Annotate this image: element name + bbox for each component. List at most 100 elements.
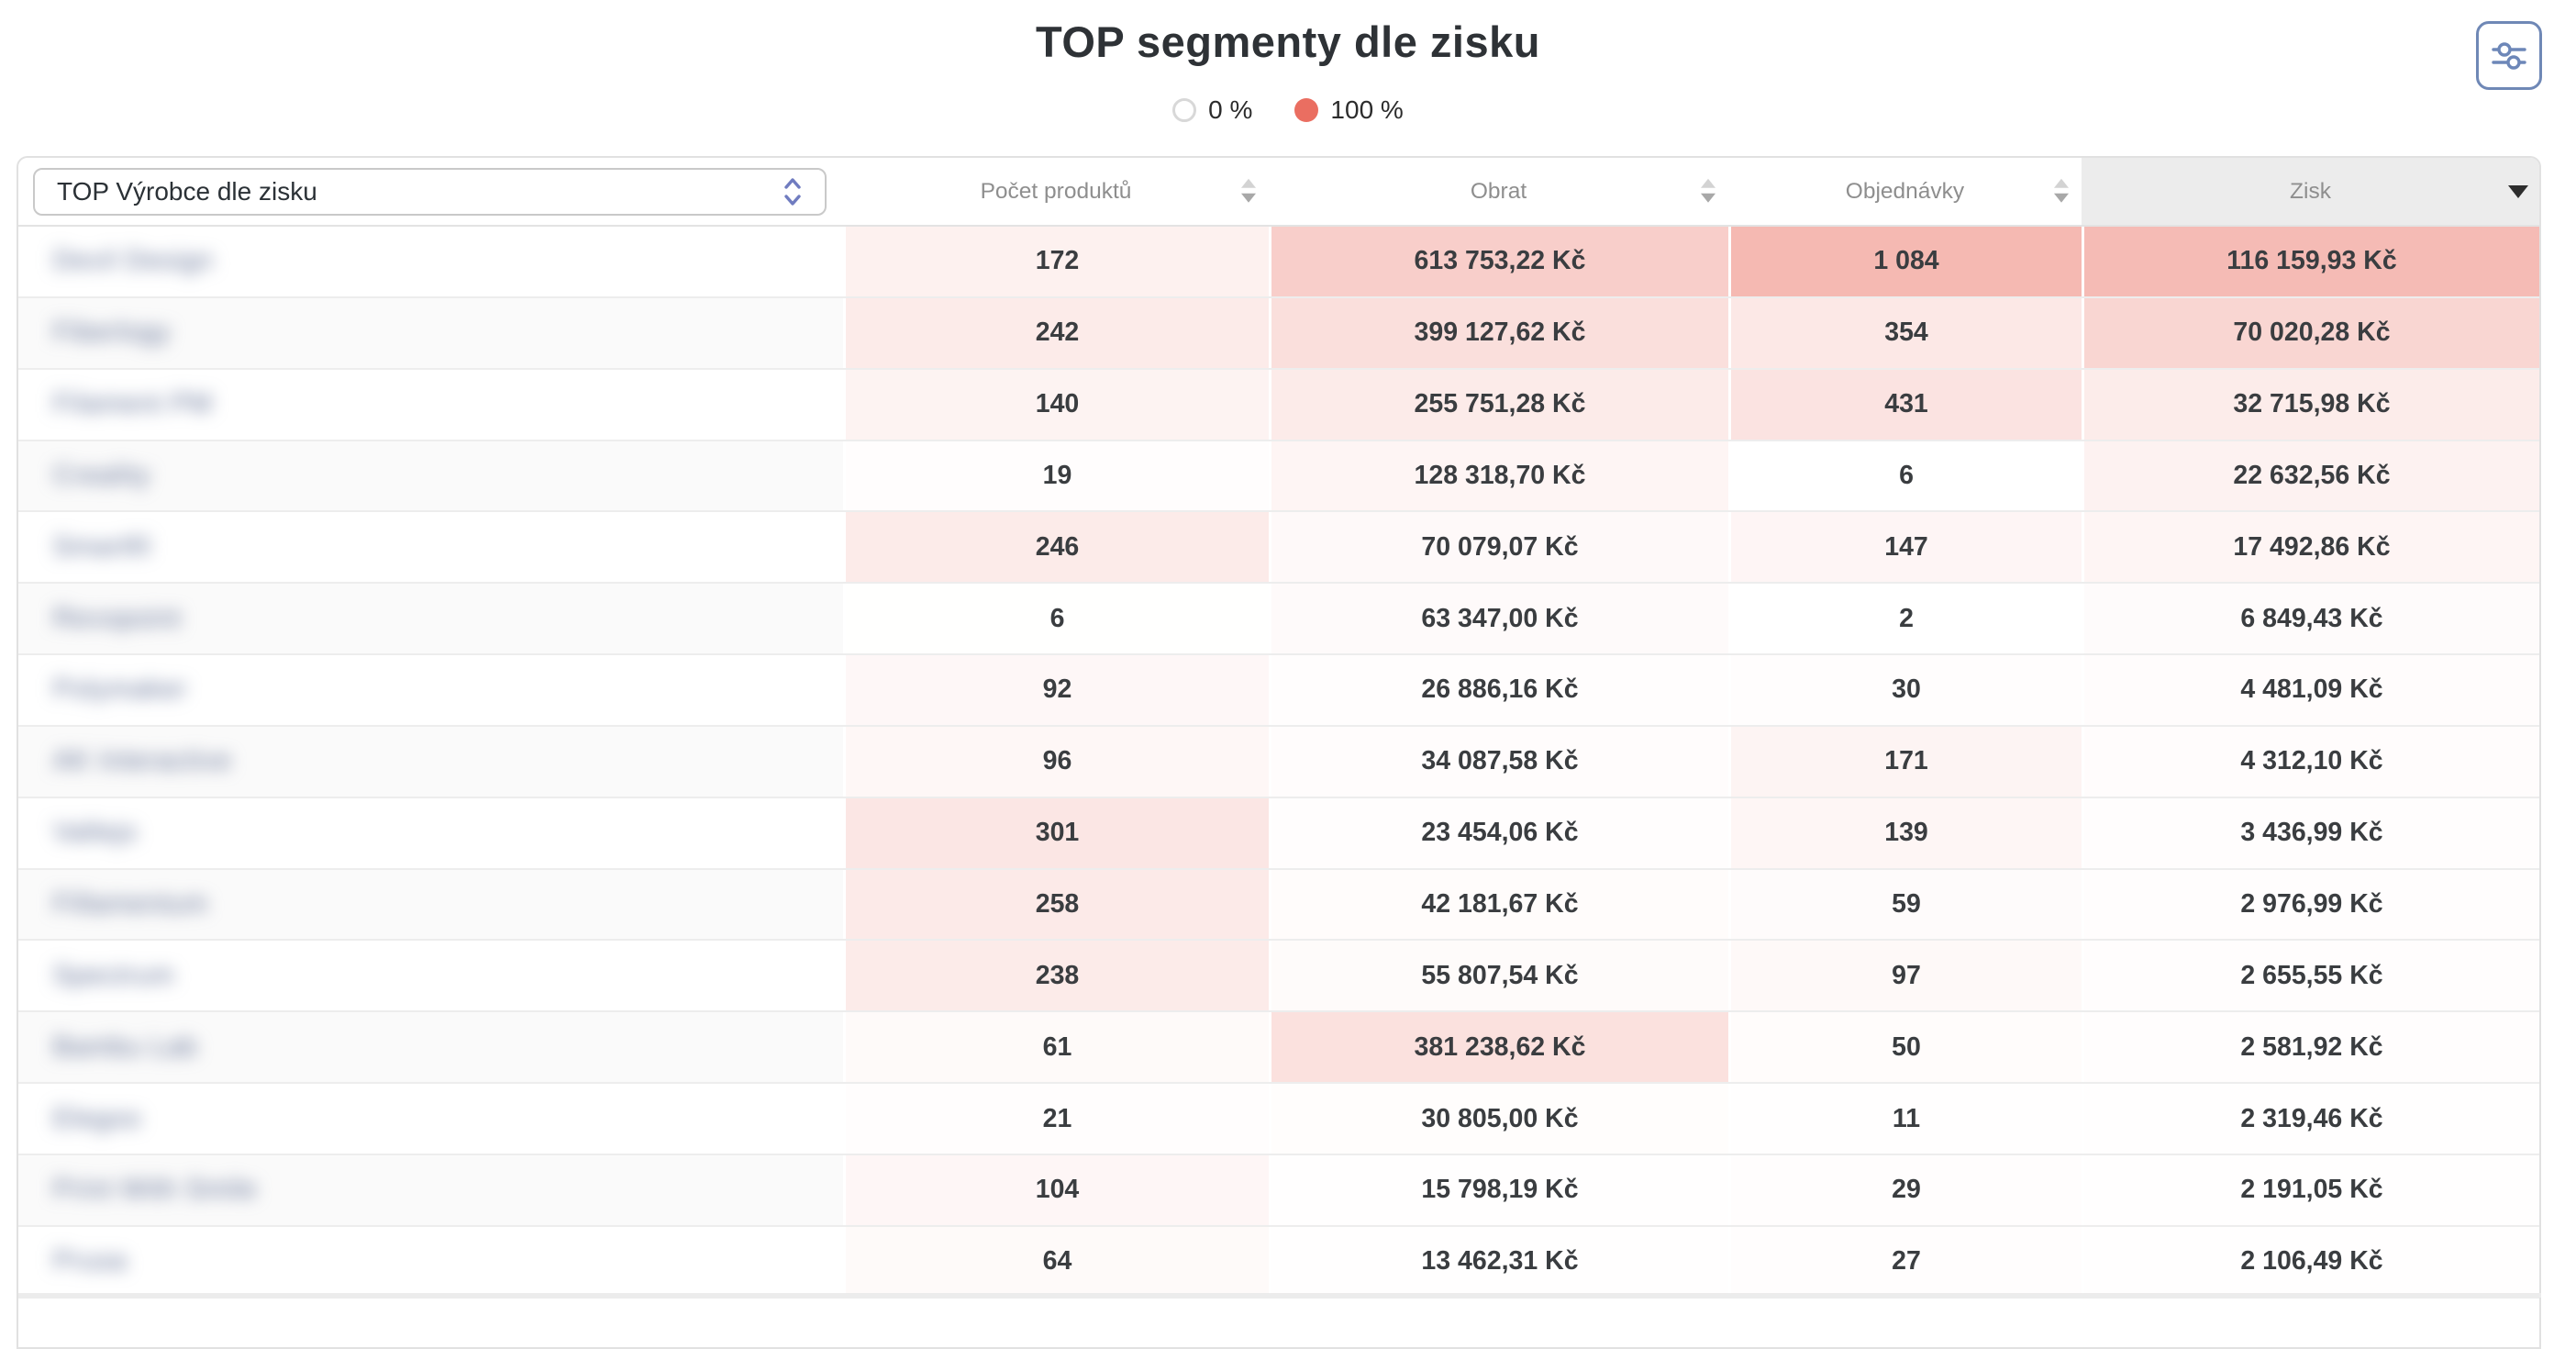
table-row: Polymaker 92 26 886,16 Kč 30 4 481,09 Kč [18, 655, 2539, 727]
select-chevrons-icon [784, 177, 801, 206]
table-header: TOP Výrobce dle zisku Počet produktů Obr… [18, 158, 2539, 227]
manufacturer-name-cell: Creality [18, 440, 843, 511]
manufacturer-name-blurred: Elegoo [53, 1103, 142, 1133]
table-row: Devil Design 172 613 753,22 Kč 1 084 116 159… [18, 227, 2539, 298]
value-cell: 50 [1728, 1012, 2082, 1083]
column-header-objednavky[interactable]: Objednávky [1728, 158, 2082, 225]
value-cell: 2 976,99 Kč [2082, 869, 2539, 940]
value-cell: 2 [1728, 584, 2082, 654]
manufacturer-name-blurred: AK Interactive [53, 746, 232, 776]
sort-arrows-icon [1241, 178, 1256, 203]
legend-label: 100 % [1330, 95, 1404, 124]
manufacturer-name-cell: Prusa [18, 1227, 843, 1297]
manufacturer-name-blurred: Print With Smile [53, 1175, 258, 1205]
value-cell: 2 191,05 Kč [2082, 1154, 2539, 1225]
legend-swatch-zero [1172, 98, 1197, 122]
table-row: Prusa 64 13 462,31 Kč 27 2 106,49 Kč [18, 1226, 2539, 1299]
legend-item-zero[interactable]: 0 % [1172, 95, 1252, 125]
manufacturer-name-blurred: Filament PM [53, 389, 213, 419]
manufacturer-name-blurred: Polymaker [53, 674, 187, 705]
legend-label: 0 % [1208, 95, 1253, 124]
table-row: AK Interactive 96 34 087,58 Kč 171 4 312,10 … [18, 726, 2539, 798]
manufacturer-name-blurred: Spectrum [53, 960, 175, 990]
value-cell: 128 318,70 Kč [1269, 440, 1728, 511]
value-cell: 70 079,07 Kč [1269, 512, 1728, 583]
legend-swatch-full [1294, 98, 1319, 122]
horizontal-scrollbar-track[interactable] [18, 1293, 2541, 1298]
value-cell: 27 [1728, 1226, 2082, 1297]
manufacturer-name-cell: Devil Design [18, 227, 843, 296]
manufacturer-name-cell: Elegoo [18, 1084, 843, 1154]
value-cell: 147 [1728, 512, 2082, 583]
value-cell: 32 715,98 Kč [2082, 369, 2539, 440]
page-title: TOP segmenty dle zisku [1036, 17, 1540, 66]
column-header-pocet-produktu[interactable]: Počet produktů [843, 158, 1269, 225]
table-row: Fillamentum 258 42 181,67 Kč 59 2 976,99 Kč [18, 869, 2539, 942]
value-cell: 116 159,93 Kč [2082, 227, 2539, 296]
manufacturer-name-blurred: Revopoint [53, 603, 182, 633]
value-cell: 11 [1728, 1084, 2082, 1154]
value-cell: 59 [1728, 869, 2082, 940]
value-cell: 2 319,46 Kč [2082, 1084, 2539, 1154]
value-cell: 140 [843, 369, 1269, 440]
value-cell: 301 [843, 797, 1269, 868]
table-row: Creality 19 128 318,70 Kč 6 22 632,56 Kč [18, 440, 2539, 513]
value-cell: 255 751,28 Kč [1269, 369, 1728, 440]
heatmap-legend: 0 % 100 % [0, 95, 2576, 125]
value-cell: 4 312,10 Kč [2082, 726, 2539, 797]
manufacturer-name-cell: Print With Smile [18, 1154, 843, 1225]
value-cell: 246 [843, 512, 1269, 583]
value-cell: 96 [843, 726, 1269, 797]
value-cell: 381 238,62 Kč [1269, 1012, 1728, 1083]
value-cell: 6 [1728, 440, 2082, 511]
sort-descending-icon [2508, 184, 2528, 198]
value-cell: 2 106,49 Kč [2082, 1226, 2539, 1297]
value-cell: 4 481,09 Kč [2082, 655, 2539, 725]
table-row: Revopoint 6 63 347,00 Kč 2 6 849,43 Kč [18, 584, 2539, 656]
value-cell: 21 [843, 1084, 1269, 1154]
value-cell: 354 [1728, 297, 2082, 368]
value-cell: 104 [843, 1154, 1269, 1225]
metric-select-cell: TOP Výrobce dle zisku [18, 158, 843, 225]
value-cell: 3 436,99 Kč [2082, 797, 2539, 868]
table-row: Fiberlogy 242 399 127,62 Kč 354 70 020,28 Kč [18, 297, 2539, 370]
manufacturer-name-cell: AK Interactive [18, 726, 843, 797]
value-cell: 70 020,28 Kč [2082, 297, 2539, 368]
manufacturer-name-cell: Vallejo [18, 798, 843, 868]
settings-button[interactable] [2476, 21, 2542, 90]
table-row: Elegoo 21 30 805,00 Kč 11 2 319,46 Kč [18, 1084, 2539, 1155]
manufacturer-name-blurred: Vallejo [53, 818, 138, 848]
value-cell: 2 581,92 Kč [2082, 1012, 2539, 1083]
column-label: Zisk [2290, 178, 2331, 204]
value-cell: 19 [843, 440, 1269, 511]
value-cell: 55 807,54 Kč [1269, 941, 1728, 1011]
manufacturer-name-blurred: Fillamentum [53, 889, 208, 920]
value-cell: 2 655,55 Kč [2082, 941, 2539, 1011]
manufacturer-name-cell: Revopoint [18, 584, 843, 654]
table-row: Vallejo 301 23 454,06 Kč 139 3 436,99 Kč [18, 797, 2539, 870]
metric-select[interactable]: TOP Výrobce dle zisku [33, 167, 827, 216]
table-row: Spectrum 238 55 807,54 Kč 97 2 655,55 Kč [18, 941, 2539, 1013]
legend-item-full[interactable]: 100 % [1294, 95, 1404, 125]
value-cell: 1 084 [1728, 227, 2082, 296]
manufacturer-name-blurred: Smartfil [53, 531, 151, 562]
value-cell: 26 886,16 Kč [1269, 655, 1728, 725]
table-row: Bambu Lab 61 381 238,62 Kč 50 2 581,92 Kč [18, 1012, 2539, 1085]
table-row: Smartfil 246 70 079,07 Kč 147 17 492,86 Kč [18, 512, 2539, 585]
manufacturer-name-blurred: Fiberlogy [53, 318, 172, 348]
manufacturer-name-blurred: Creality [53, 460, 151, 490]
value-cell: 613 753,22 Kč [1269, 227, 1728, 296]
column-label: Obrat [1470, 178, 1527, 204]
value-cell: 42 181,67 Kč [1269, 869, 1728, 940]
manufacturer-name-cell: Polymaker [18, 655, 843, 725]
table-row: Filament PM 140 255 751,28 Kč 431 32 715,98 … [18, 369, 2539, 441]
manufacturer-name-cell: Filament PM [18, 370, 843, 440]
value-cell: 29 [1728, 1154, 2082, 1225]
value-cell: 22 632,56 Kč [2082, 440, 2539, 511]
value-cell: 63 347,00 Kč [1269, 584, 1728, 654]
value-cell: 258 [843, 869, 1269, 940]
value-cell: 13 462,31 Kč [1269, 1226, 1728, 1297]
value-cell: 97 [1728, 941, 2082, 1011]
column-header-zisk[interactable]: Zisk [2082, 158, 2539, 225]
column-header-obrat[interactable]: Obrat [1269, 158, 1728, 225]
